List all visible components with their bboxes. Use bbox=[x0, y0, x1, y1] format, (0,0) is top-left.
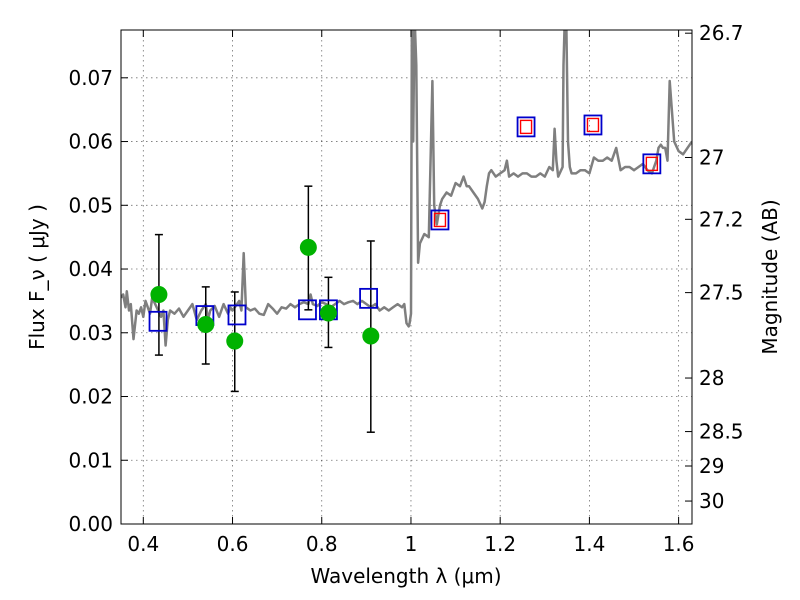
y-tick-label: 0.04 bbox=[68, 257, 113, 281]
red-square-point bbox=[519, 119, 533, 135]
red-square-point bbox=[645, 156, 659, 172]
plot-series bbox=[121, 30, 692, 433]
green-data-point bbox=[226, 332, 244, 350]
x-tick-label: 0.8 bbox=[306, 532, 338, 556]
x-tick-label: 1 bbox=[405, 532, 418, 556]
x-tick-label: 1.2 bbox=[484, 532, 516, 556]
x-tick-label: 1.6 bbox=[663, 532, 695, 556]
blue-square-point bbox=[430, 209, 450, 231]
axes: 0.4 0.6 0.8 1 1.2 1.4 1.6 0.00 0.01 0.02 0.03 0.04 0… bbox=[68, 21, 743, 556]
blue-square-point bbox=[516, 116, 536, 138]
blue-square-point bbox=[148, 310, 168, 332]
blue-square-point bbox=[359, 287, 378, 309]
x-tick-label: 0.6 bbox=[217, 532, 249, 556]
y2-tick-label: 28 bbox=[699, 366, 724, 390]
x-tick-label: 1.4 bbox=[573, 532, 605, 556]
green-data-point bbox=[299, 238, 317, 256]
y2-tick-label: 26.7 bbox=[699, 21, 744, 45]
y-tick-label: 0.01 bbox=[68, 448, 113, 472]
y-tick-label: 0.00 bbox=[68, 512, 113, 536]
spectrum-line bbox=[121, 30, 692, 347]
blue-square-point bbox=[298, 299, 317, 321]
y-tick-label: 0.05 bbox=[68, 193, 113, 217]
y-axis-title: Flux F_ν ( μJy ) bbox=[25, 204, 49, 350]
grid bbox=[121, 30, 692, 525]
blue-square-point bbox=[227, 304, 247, 326]
y2-tick-label: 29 bbox=[699, 454, 724, 478]
green-data-point bbox=[197, 315, 215, 333]
green-data-point bbox=[319, 304, 337, 322]
y-tick-label: 0.02 bbox=[68, 385, 113, 409]
y2-tick-label: 27.2 bbox=[699, 207, 744, 231]
blue-square-point bbox=[642, 153, 662, 175]
y2-axis-title: Magnitude (AB) bbox=[758, 199, 782, 354]
red-square-point bbox=[433, 212, 447, 228]
y2-tick-label: 28.5 bbox=[699, 420, 744, 444]
x-axis-title: Wavelength λ (μm) bbox=[310, 564, 501, 588]
blue-square-point bbox=[583, 114, 603, 136]
y2-tick-label: 27 bbox=[699, 145, 724, 169]
red-square-point bbox=[586, 117, 600, 133]
y2-tick-label: 30 bbox=[699, 489, 724, 513]
green-data-point bbox=[150, 286, 168, 304]
y-tick-label: 0.07 bbox=[68, 66, 113, 90]
y2-tick-label: 27.5 bbox=[699, 281, 744, 305]
y-tick-label: 0.03 bbox=[68, 321, 113, 345]
x-tick-label: 0.4 bbox=[127, 532, 159, 556]
y-tick-label: 0.06 bbox=[68, 130, 113, 154]
plot-frame bbox=[120, 29, 693, 525]
green-data-point bbox=[362, 327, 380, 345]
